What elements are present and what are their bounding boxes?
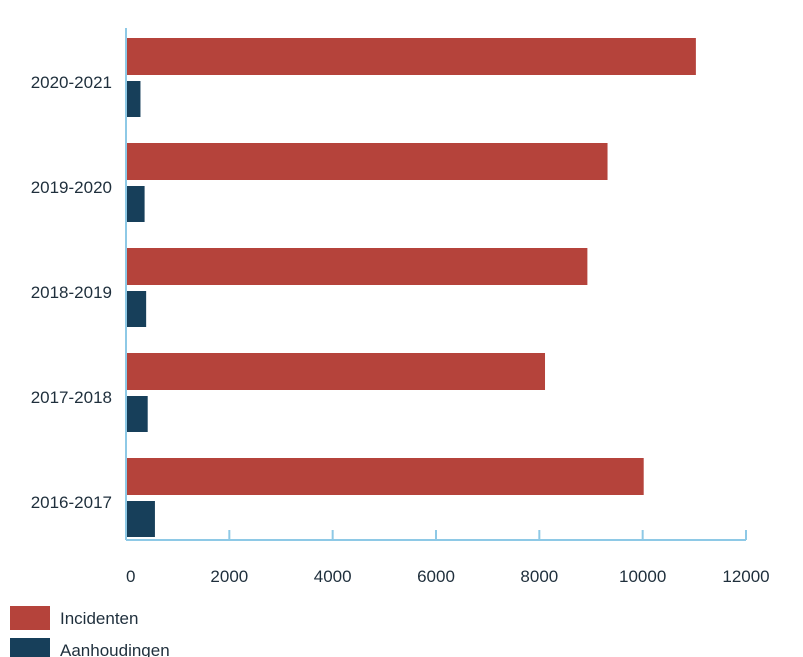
category-label: 2018-2019 — [31, 283, 112, 302]
legend-label-aanhoudingen: Aanhoudingen — [60, 641, 170, 657]
x-tick-label: 0 — [126, 567, 135, 586]
bar-incidenten-2020-2021 — [126, 38, 696, 75]
legend-swatch-aanhoudingen — [10, 638, 50, 657]
x-axis-ticks: 0 2000 4000 6000 8000 10000 12000 — [125, 530, 770, 586]
category-label: 2016-2017 — [31, 493, 112, 512]
x-tick-label: 8000 — [520, 567, 558, 586]
y-axis-category-labels: 2020-2021 2019-2020 2018-2019 2017-2018 2016… — [31, 73, 112, 512]
bar-incidenten-2016-2017 — [126, 458, 644, 495]
x-tick-label: 6000 — [417, 567, 455, 586]
legend-label-incidenten: Incidenten — [60, 609, 138, 628]
bar-incidenten-2019-2020 — [126, 143, 608, 180]
bar-incidenten-2017-2018 — [126, 353, 546, 390]
bar-aanhoudingen-2018-2019 — [126, 291, 147, 327]
bar-aanhoudingen-2016-2017 — [126, 501, 155, 537]
x-tick-label: 12000 — [722, 567, 769, 586]
category-label: 2020-2021 — [31, 73, 112, 92]
legend: Incidenten Aanhoudingen — [10, 606, 170, 657]
category-label: 2019-2020 — [31, 178, 112, 197]
x-tick-label: 2000 — [210, 567, 248, 586]
bars-group — [126, 38, 696, 537]
x-tick-label: 4000 — [314, 567, 352, 586]
legend-swatch-incidenten — [10, 606, 50, 630]
bar-aanhoudingen-2017-2018 — [126, 396, 148, 432]
category-label: 2017-2018 — [31, 388, 112, 407]
bar-incidenten-2018-2019 — [126, 248, 588, 285]
x-tick-label: 10000 — [619, 567, 666, 586]
bar-aanhoudingen-2020-2021 — [126, 81, 141, 117]
bar-aanhoudingen-2019-2020 — [126, 186, 145, 222]
